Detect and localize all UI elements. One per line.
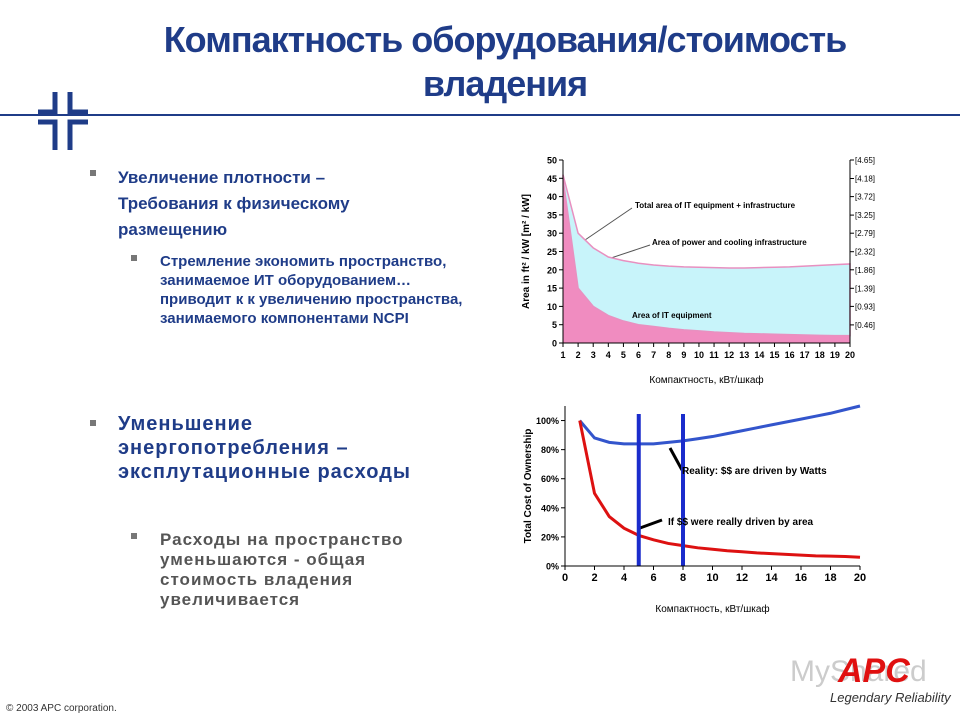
line	[578, 404, 861, 446]
x-tick-label: 6	[636, 350, 641, 360]
annotation: If $$ were really driven by area	[668, 517, 814, 528]
annotation: Area of power and cooling infrastructure	[652, 238, 807, 247]
y-tick-label: 40	[547, 192, 557, 202]
annotation: Total area of IT equipment + infrastruct…	[635, 201, 796, 210]
x-tick-label: 16	[795, 572, 807, 584]
x-tick-label: 14	[754, 350, 764, 360]
y-tick-label: 80%	[541, 445, 559, 455]
y2-tick-label: [2.79]	[855, 229, 875, 238]
y2-tick-label: [4.65]	[855, 156, 875, 165]
x-tick-label: 18	[824, 572, 836, 584]
y-tick-label: 100%	[536, 416, 559, 426]
y-tick-label: 30	[547, 229, 557, 239]
watermark: MyShared	[790, 655, 927, 688]
y-tick-label: 60%	[541, 474, 559, 484]
x-tick-label: 11	[709, 350, 719, 360]
x-tick-label: 14	[765, 572, 778, 584]
logo: APC	[838, 652, 910, 690]
x-tick-label: 10	[706, 572, 718, 584]
x-tick-label: 8	[680, 572, 686, 584]
x-tick-label: 18	[815, 350, 825, 360]
x-tick-label: 0	[562, 572, 568, 584]
y-tick-label: 35	[547, 210, 557, 220]
y2-tick-label: [2.32]	[855, 248, 875, 257]
x-tick-label: 3	[591, 350, 596, 360]
tagline: Legendary Reliability	[830, 690, 951, 705]
y2-tick-label: [0.93]	[855, 302, 875, 311]
y-axis-label: Total Cost of Ownership	[523, 429, 534, 544]
x-axis-label: Компактность, кВт/шкаф	[649, 374, 763, 386]
y-tick-label: 20%	[541, 532, 559, 542]
x-tick-label: 12	[724, 350, 734, 360]
y2-tick-label: [3.25]	[855, 211, 875, 220]
x-tick-label: 19	[830, 350, 840, 360]
line	[578, 420, 861, 559]
y-tick-label: 0%	[546, 562, 559, 572]
y2-tick-label: [0.46]	[855, 321, 875, 330]
x-tick-label: 4	[606, 350, 611, 360]
y-tick-label: 45	[547, 174, 557, 184]
y-axis-label: Area in ft² / kW [m² / kW]	[521, 194, 532, 309]
x-tick-label: 6	[650, 572, 656, 584]
y2-tick-label: [1.86]	[855, 266, 875, 275]
y-tick-label: 5	[552, 320, 557, 330]
x-tick-label: 13	[739, 350, 749, 360]
x-tick-label: 2	[576, 350, 581, 360]
sub-bullet: Расходы на пространство уменьшаются - об…	[160, 530, 404, 609]
y-tick-label: 0	[552, 339, 557, 349]
area	[563, 178, 850, 343]
slide-title: Компактность оборудования/стоимость влад…	[163, 19, 848, 104]
x-tick-label: 7	[651, 350, 656, 360]
y2-tick-label: [3.72]	[855, 193, 875, 202]
annotation: Reality: $$ are driven by Watts	[682, 466, 827, 477]
y2-tick-label: [4.18]	[855, 174, 875, 183]
bullet: Увеличение плотности – Требования к физи…	[118, 168, 350, 239]
y-tick-label: 25	[547, 247, 557, 257]
x-tick-label: 10	[694, 350, 704, 360]
x-tick-label: 17	[800, 350, 810, 360]
y-tick-label: 15	[547, 284, 557, 294]
x-tick-label: 16	[785, 350, 795, 360]
y-tick-label: 20	[547, 265, 557, 275]
x-tick-label: 2	[591, 572, 597, 584]
x-tick-label: 15	[769, 350, 779, 360]
x-tick-label: 20	[845, 350, 855, 360]
x-tick-label: 8	[666, 350, 671, 360]
x-tick-label: 1	[560, 350, 565, 360]
x-tick-label: 12	[736, 572, 748, 584]
x-tick-label: 5	[621, 350, 626, 360]
bullet: Уменьшение энергопотребления – эксплутац…	[118, 413, 411, 483]
y-tick-label: 10	[547, 302, 557, 312]
annotation: Area of IT equipment	[632, 311, 712, 320]
y-tick-label: 40%	[541, 503, 559, 513]
y-tick-label: 50	[547, 156, 557, 166]
x-axis-label: Компактность, кВт/шкаф	[655, 603, 769, 615]
sub-bullet: Стремление экономить пространство, заним…	[160, 253, 463, 327]
y2-tick-label: [1.39]	[855, 284, 875, 293]
x-tick-label: 4	[621, 572, 628, 584]
x-tick-label: 9	[681, 350, 686, 360]
copyright: © 2003 APC corporation.	[6, 703, 117, 714]
x-tick-label: 20	[854, 572, 866, 584]
